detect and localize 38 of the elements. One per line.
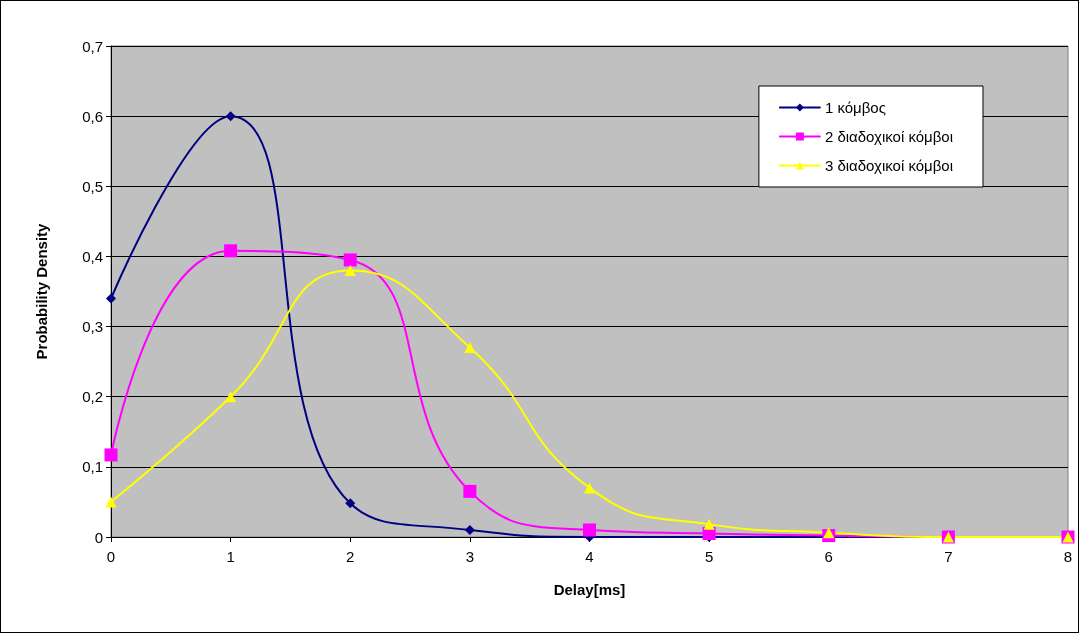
point (464, 342, 476, 354)
legend-label: 1 κόμβος (824, 99, 886, 116)
y-axis-title: Probability Density (33, 222, 50, 360)
y-tick-label: 0,7 (82, 37, 103, 55)
x-tick-label: 3 (465, 548, 475, 565)
point (464, 524, 475, 535)
point (463, 484, 477, 498)
point (345, 498, 356, 509)
point (583, 523, 596, 537)
x-tick-label: 7 (944, 548, 953, 565)
point (344, 264, 356, 276)
x-axis-title: Delay[ms] (553, 581, 626, 598)
x-tick-label: 6 (824, 548, 833, 565)
legend-label: 3 διαδοχικοί κόμβοι (824, 157, 953, 174)
x-tick-label: 1 (226, 548, 235, 565)
legend-label: 2 διαδοχικοί κόμβοι (824, 128, 953, 145)
y-tick-label: 0,5 (82, 177, 103, 195)
point (584, 482, 595, 494)
y-tick-label: 0 (94, 528, 103, 546)
point (225, 111, 236, 122)
point (703, 518, 715, 530)
x-tick-label: 8 (1063, 548, 1073, 565)
point (225, 391, 237, 403)
y-tick-label: 0,6 (82, 107, 103, 125)
point (823, 527, 835, 539)
x-tick-label: 4 (585, 548, 594, 565)
point (343, 253, 357, 267)
y-tick-label: 0,2 (82, 388, 103, 406)
point (104, 448, 118, 462)
y-tick-label: 0,3 (82, 318, 103, 336)
x-tick-label: 2 (346, 548, 355, 565)
y-tick-label: 0,1 (82, 458, 103, 476)
x-tick-label: 5 (704, 548, 714, 565)
y-tick-label: 0,4 (82, 247, 103, 265)
point (224, 244, 238, 258)
point (105, 496, 117, 508)
point (106, 293, 116, 304)
x-tick-label: 0 (106, 548, 116, 565)
